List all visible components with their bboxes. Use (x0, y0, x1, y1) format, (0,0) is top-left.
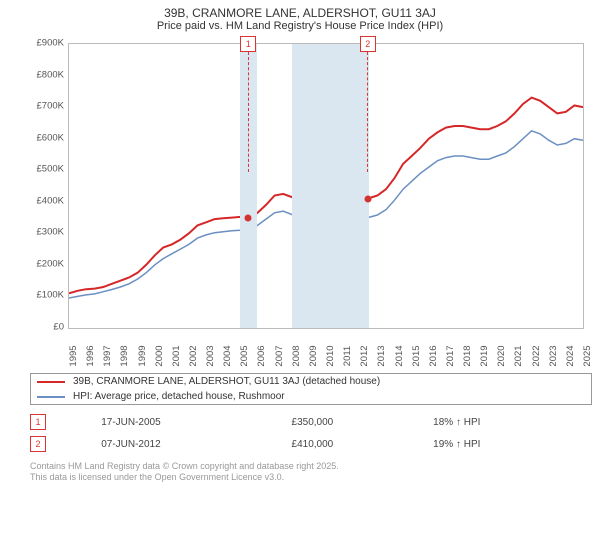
marker-dot (364, 195, 371, 202)
x-tick-label: 2007 (274, 345, 285, 366)
x-tick-label: 2025 (582, 345, 593, 366)
x-tick-label: 2023 (548, 345, 559, 366)
y-tick-label: £300K (24, 227, 64, 238)
x-tick-label: 2024 (565, 345, 576, 366)
legend: 39B, CRANMORE LANE, ALDERSHOT, GU11 3AJ … (30, 373, 592, 405)
transaction-date: 07-JUN-2012 (101, 433, 291, 455)
x-tick-label: 2002 (188, 345, 199, 366)
footer: Contains HM Land Registry data © Crown c… (30, 461, 590, 483)
x-tick-label: 2022 (531, 345, 542, 366)
x-tick-label: 2018 (462, 345, 473, 366)
marker-label: 1 (240, 36, 256, 52)
transaction-row: 2 07-JUN-2012£410,00019% ↑ HPI (30, 433, 590, 455)
x-tick-label: 2017 (445, 345, 456, 366)
y-tick-label: £100K (24, 290, 64, 301)
y-tick-label: £400K (24, 195, 64, 206)
x-tick-label: 2000 (154, 345, 165, 366)
transaction-row: 1 17-JUN-2005£350,00018% ↑ HPI (30, 411, 590, 433)
x-tick-label: 1998 (119, 345, 130, 366)
x-tick-label: 2010 (325, 345, 336, 366)
marker-dot (245, 214, 252, 221)
recession-band (292, 44, 369, 328)
transaction-date: 17-JUN-2005 (101, 411, 291, 433)
marker-label: 2 (360, 36, 376, 52)
marker-1: 1 (240, 36, 256, 172)
legend-swatch (37, 396, 65, 398)
legend-swatch (37, 381, 65, 383)
x-tick-label: 2013 (376, 345, 387, 366)
y-tick-label: £900K (24, 38, 64, 49)
x-tick-label: 2004 (222, 345, 233, 366)
y-tick-label: £600K (24, 132, 64, 143)
transaction-delta: 18% ↑ HPI (433, 411, 590, 433)
marker-dash (367, 52, 368, 172)
y-tick-label: £200K (24, 258, 64, 269)
x-tick-label: 2020 (496, 345, 507, 366)
legend-label: HPI: Average price, detached house, Rush… (73, 391, 285, 402)
marker-2: 2 (360, 36, 376, 172)
x-tick-label: 1999 (137, 345, 148, 366)
transaction-delta: 19% ↑ HPI (433, 433, 590, 455)
footer-line-1: Contains HM Land Registry data © Crown c… (30, 461, 590, 472)
x-tick-label: 2011 (342, 346, 353, 366)
x-tick-label: 1996 (85, 345, 96, 366)
x-tick-label: 1997 (102, 345, 113, 366)
x-tick-label: 2005 (239, 345, 250, 366)
transaction-price: £350,000 (292, 411, 434, 433)
chart-area: 12 £0£100K£200K£300K£400K£500K£600K£700K… (30, 37, 590, 367)
x-tick-label: 2012 (359, 345, 370, 366)
transaction-price: £410,000 (292, 433, 434, 455)
x-tick-label: 2003 (205, 345, 216, 366)
transaction-table: 1 17-JUN-2005£350,00018% ↑ HPI 2 07-JUN-201… (30, 411, 590, 455)
plot-area: 12 (68, 43, 584, 329)
x-tick-label: 1995 (68, 345, 79, 366)
x-tick-label: 2006 (256, 345, 267, 366)
y-tick-label: £500K (24, 164, 64, 175)
x-tick-label: 2009 (308, 345, 319, 366)
x-tick-label: 2016 (428, 345, 439, 366)
y-tick-label: £0 (24, 322, 64, 333)
legend-row: HPI: Average price, detached house, Rush… (31, 389, 591, 404)
chart-title: 39B, CRANMORE LANE, ALDERSHOT, GU11 3AJ (10, 6, 590, 20)
footer-line-2: This data is licensed under the Open Gov… (30, 472, 590, 483)
chart-subtitle: Price paid vs. HM Land Registry's House … (10, 20, 590, 33)
chart-container: 39B, CRANMORE LANE, ALDERSHOT, GU11 3AJ … (0, 0, 600, 560)
transaction-index: 2 (30, 436, 46, 452)
y-tick-label: £800K (24, 69, 64, 80)
legend-label: 39B, CRANMORE LANE, ALDERSHOT, GU11 3AJ … (73, 376, 380, 387)
x-tick-label: 2019 (479, 345, 490, 366)
legend-row: 39B, CRANMORE LANE, ALDERSHOT, GU11 3AJ … (31, 374, 591, 389)
x-tick-label: 2015 (411, 345, 422, 366)
x-tick-label: 2008 (291, 345, 302, 366)
x-tick-label: 2001 (171, 345, 182, 366)
x-tick-label: 2021 (513, 345, 524, 366)
y-tick-label: £700K (24, 101, 64, 112)
x-tick-label: 2014 (394, 345, 405, 366)
marker-dash (248, 52, 249, 172)
transaction-index: 1 (30, 414, 46, 430)
